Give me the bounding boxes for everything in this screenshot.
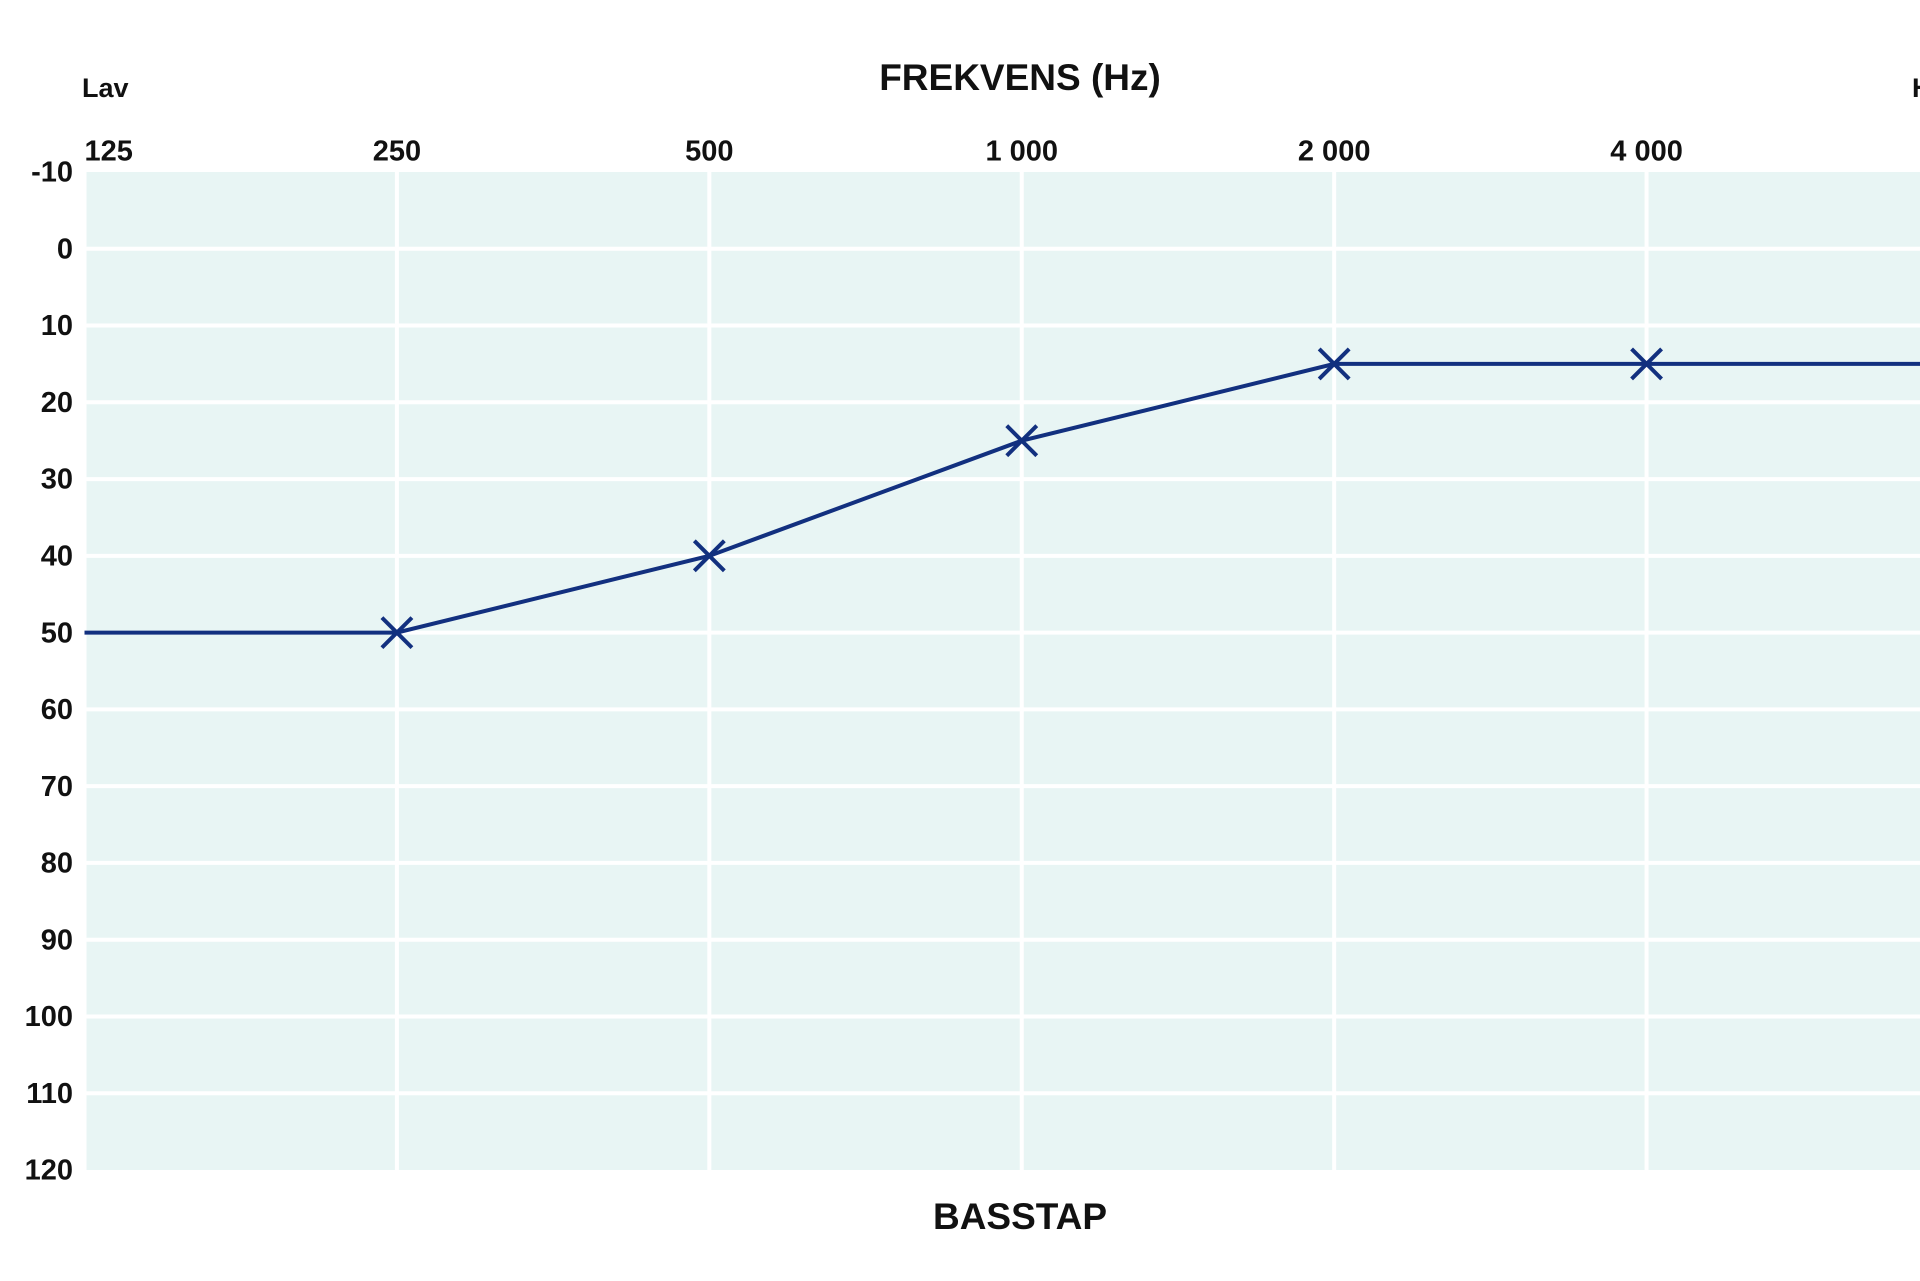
x-tick-label: 2 000 — [1298, 136, 1371, 168]
data-marker — [692, 539, 726, 573]
data-marker — [1630, 347, 1663, 381]
chart-title: FREKVENS (Hz) — [879, 57, 1161, 98]
plot-area — [84, 172, 1920, 1170]
y-tick-label: 20 — [41, 387, 73, 419]
data-marker — [1005, 424, 1039, 458]
y-tick-label: -10 — [31, 157, 73, 189]
y-tick-label: 90 — [41, 924, 73, 956]
y-tick-label: 0 — [57, 233, 73, 265]
y-tick-label: 100 — [25, 1001, 73, 1033]
y-tick-label: 50 — [41, 617, 73, 649]
x-axis-label: BASSTAP — [933, 1196, 1107, 1237]
y-tick-label: 120 — [25, 1155, 73, 1187]
y-tick-label: 30 — [41, 464, 73, 496]
low-label: Lav — [82, 73, 129, 103]
x-tick-label: 250 — [373, 136, 421, 168]
y-tick-label: 70 — [41, 771, 73, 803]
y-tick-label: 110 — [26, 1078, 73, 1110]
y-tick-label: 40 — [41, 541, 73, 573]
x-tick-label: 1 000 — [985, 136, 1058, 168]
data-marker — [380, 616, 414, 650]
x-tick-label: 4 000 — [1610, 136, 1683, 168]
data-marker — [1317, 347, 1351, 381]
y-tick-label: 60 — [41, 694, 73, 726]
x-tick-label: 125 — [85, 136, 133, 168]
y-tick-label: 80 — [41, 848, 73, 880]
x-tick-label: 500 — [685, 136, 733, 168]
high-label: Høy — [1912, 73, 1920, 103]
y-tick-label: 10 — [41, 310, 73, 342]
